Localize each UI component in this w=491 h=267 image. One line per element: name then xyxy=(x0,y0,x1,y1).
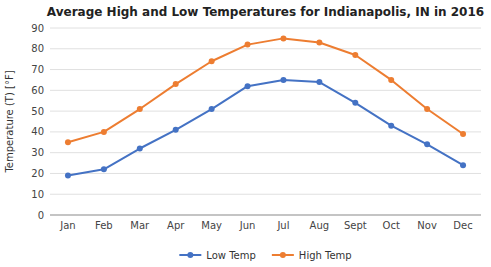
grid-line xyxy=(50,131,481,132)
point xyxy=(209,58,215,64)
x-tick-label: Mar xyxy=(130,220,150,231)
y-tick-label: 10 xyxy=(31,189,44,200)
series-line xyxy=(68,38,463,142)
point xyxy=(101,129,107,135)
background xyxy=(0,0,491,267)
y-tick-label: 50 xyxy=(31,106,44,117)
point xyxy=(352,52,358,58)
legend-item: High Temp xyxy=(272,250,352,261)
point xyxy=(280,77,286,83)
x-tick-label: May xyxy=(201,220,222,231)
point xyxy=(460,162,466,168)
grid-line xyxy=(50,215,481,216)
point xyxy=(65,173,71,179)
point xyxy=(460,131,466,137)
y-tick-label: 0 xyxy=(38,210,44,221)
y-axis-label: Temperature (T) [°F] xyxy=(4,70,15,173)
point xyxy=(209,106,215,112)
point xyxy=(316,79,322,85)
point xyxy=(424,141,430,147)
point xyxy=(173,81,179,87)
point xyxy=(280,35,286,41)
x-tick-label: Apr xyxy=(167,220,185,231)
grid-line xyxy=(50,28,481,29)
point xyxy=(137,146,143,152)
point xyxy=(388,77,394,83)
point xyxy=(424,106,430,112)
chart: Average High and Low Temperatures for In… xyxy=(0,0,491,267)
point xyxy=(245,42,251,48)
y-tick-label: 70 xyxy=(31,64,44,75)
legend-marker xyxy=(187,252,193,258)
y-tick-label: 80 xyxy=(31,43,44,54)
point xyxy=(245,83,251,89)
x-tick-label: Jan xyxy=(59,220,75,231)
plot-area xyxy=(65,35,466,178)
x-tick-label: Dec xyxy=(453,220,472,231)
x-tick-label: Jun xyxy=(239,220,256,231)
grid-line xyxy=(50,152,481,153)
grid-line xyxy=(50,194,481,195)
x-tick-label: Jul xyxy=(276,220,289,231)
point xyxy=(316,40,322,46)
point xyxy=(388,123,394,129)
y-tick-label: 60 xyxy=(31,85,44,96)
point xyxy=(352,100,358,106)
x-tick-label: Sept xyxy=(344,220,367,231)
y-tick-label: 30 xyxy=(31,147,44,158)
y-tick-label: 40 xyxy=(31,126,44,137)
grid-line xyxy=(50,111,481,112)
x-tick-label: Aug xyxy=(310,220,330,231)
legend-label: Low Temp xyxy=(206,250,256,261)
grid-line xyxy=(50,48,481,49)
point xyxy=(101,166,107,172)
legend: Low Temp High Temp xyxy=(179,250,351,261)
grid-line xyxy=(50,90,481,91)
series-line xyxy=(68,80,463,176)
x-axis-line xyxy=(50,215,481,216)
grid-line xyxy=(50,69,481,70)
point xyxy=(173,127,179,133)
legend-marker xyxy=(280,252,286,258)
legend-label: High Temp xyxy=(299,250,352,261)
legend-item: Low Temp xyxy=(179,250,256,261)
x-tick-label: Oct xyxy=(383,220,400,231)
point xyxy=(65,139,71,145)
x-tick-label: Nov xyxy=(417,220,437,231)
grid xyxy=(50,28,481,215)
x-tick-label: Feb xyxy=(95,220,113,231)
title: Average High and Low Temperatures for In… xyxy=(47,5,484,19)
point xyxy=(137,106,143,112)
grid-line xyxy=(50,173,481,174)
y-tick-label: 20 xyxy=(31,168,44,179)
y-tick-label: 90 xyxy=(31,23,44,34)
